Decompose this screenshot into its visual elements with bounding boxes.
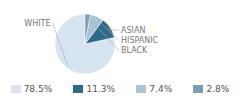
html-text:7.4%: 7.4%: [149, 84, 173, 94]
html-text:78.5%: 78.5%: [23, 84, 53, 94]
svg-text:BLACK: BLACK: [121, 46, 148, 55]
html-text:2.8%: 2.8%: [206, 84, 230, 94]
svg-text:ASIAN: ASIAN: [121, 26, 145, 35]
svg-text:WHITE: WHITE: [24, 19, 50, 28]
svg-text:HISPANIC: HISPANIC: [121, 36, 159, 45]
html-text:11.3%: 11.3%: [86, 84, 116, 94]
